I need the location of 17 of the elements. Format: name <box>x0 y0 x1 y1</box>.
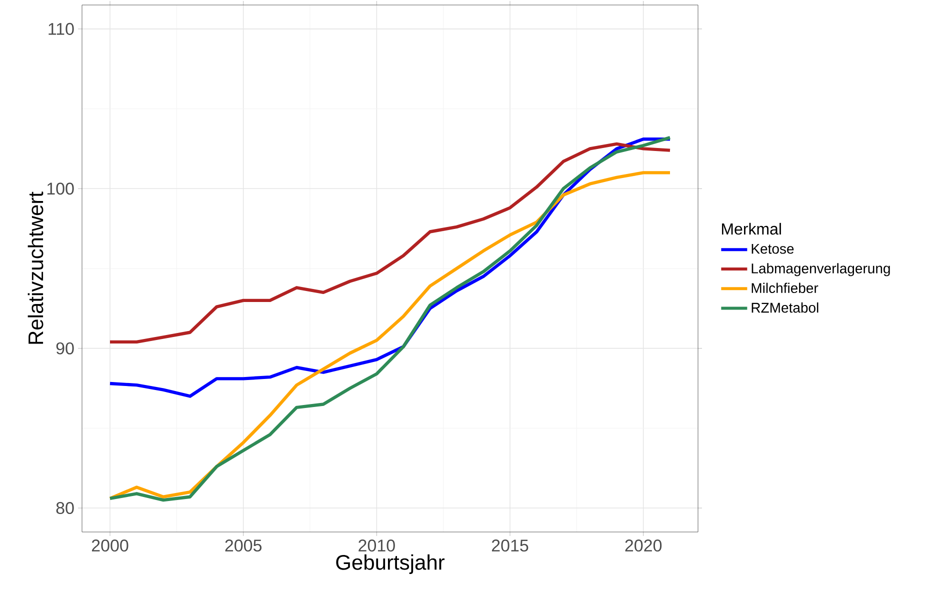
y-axis-title: Relativzuchtwert <box>28 192 44 344</box>
y-tick-label: 80 <box>56 502 74 514</box>
legend-label: RZMetabol <box>752 302 818 313</box>
legend-label: Labmagenverlagerung <box>752 263 890 276</box>
x-tick-label: 2015 <box>492 540 528 552</box>
legend-label: Ketose <box>752 244 794 254</box>
x-axis-title: Geburtsjahr <box>336 554 445 574</box>
x-tick-label: 2020 <box>625 540 662 552</box>
legend-title: Merkmal <box>722 222 781 235</box>
line-series <box>108 142 672 344</box>
y-tick-label: 90 <box>56 342 74 354</box>
y-tick-label: 110 <box>48 22 74 35</box>
x-tick-label: 2000 <box>92 540 128 552</box>
x-tick-label: 2010 <box>358 540 395 552</box>
y-tick-label: 100 <box>47 182 74 195</box>
x-tick-label: 2005 <box>225 540 262 552</box>
legend-label: Milchfieber <box>752 282 818 294</box>
